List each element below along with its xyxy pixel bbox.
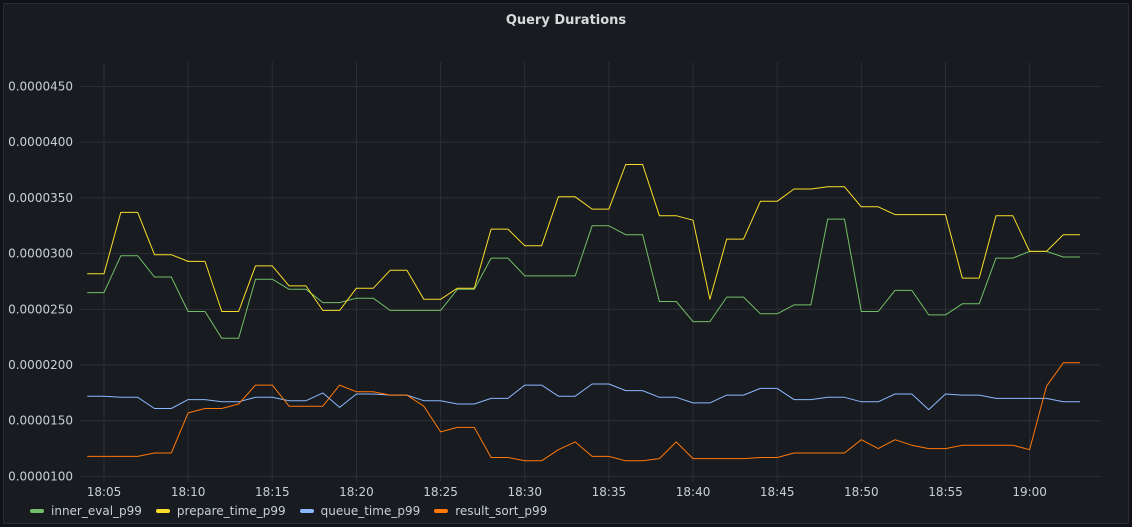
legend-label: result_sort_p99 (455, 504, 548, 518)
y-tick-label: 0.0000350 (8, 191, 73, 205)
y-tick-label: 0.0000250 (8, 302, 73, 316)
legend-item-queue-time-p99[interactable]: queue_time_p99 (299, 504, 421, 518)
y-axis: 0.0000100 0.0000150 0.0000200 0.0000250 0.00… (8, 80, 73, 484)
x-tick-label: 18:25 (423, 485, 458, 499)
legend-item-prepare-time-p99[interactable]: prepare_time_p99 (155, 504, 286, 518)
legend-item-inner-eval-p99[interactable]: inner_eval_p99 (30, 504, 142, 518)
series-line-prepare-time-p99[interactable] (87, 164, 1081, 312)
y-tick-label: 0.0000100 (8, 469, 73, 483)
x-tick-label: 18:40 (676, 485, 711, 499)
series-lines (87, 164, 1081, 462)
y-tick-label: 0.0000200 (8, 358, 73, 372)
x-tick-label: 18:50 (844, 485, 879, 499)
legend-label: queue_time_p99 (320, 504, 421, 518)
legend-item-result-sort-p99[interactable]: result_sort_p99 (434, 504, 547, 518)
legend-swatch (434, 509, 449, 513)
chart-title: Query Durations (505, 13, 627, 28)
y-tick-label: 0.0000150 (8, 414, 73, 428)
series-line-result-sort-p99[interactable] (87, 362, 1081, 462)
x-tick-label: 18:35 (592, 485, 627, 499)
legend-swatch (155, 509, 170, 513)
legend-swatch (299, 509, 314, 513)
y-tick-label: 0.0000300 (8, 247, 73, 261)
series-line-queue-time-p99[interactable] (87, 383, 1081, 411)
grid-lines (80, 62, 1101, 482)
x-tick-label: 18:15 (255, 485, 290, 499)
y-tick-label: 0.0000450 (8, 80, 73, 94)
series-line-inner-eval-p99[interactable] (87, 218, 1081, 339)
y-tick-label: 0.0000400 (8, 135, 73, 149)
x-tick-label: 18:10 (171, 485, 206, 499)
x-tick-label: 18:20 (339, 485, 374, 499)
x-axis: 18:05 18:10 18:15 18:20 18:25 18:30 18:35 18:40… (87, 485, 1047, 499)
legend-swatch (30, 509, 44, 513)
legend: inner_eval_p99 prepare_time_p99 queue_time… (30, 503, 547, 519)
x-tick-label: 18:45 (760, 485, 795, 499)
legend-label: inner_eval_p99 (51, 504, 142, 518)
legend-label: prepare_time_p99 (176, 504, 286, 518)
x-tick-label: 18:55 (928, 485, 963, 499)
x-tick-label: 19:00 (1012, 485, 1047, 499)
x-tick-label: 18:05 (87, 485, 122, 499)
x-tick-label: 18:30 (507, 485, 542, 499)
chart-panel: Query Durations (3, 3, 1129, 524)
